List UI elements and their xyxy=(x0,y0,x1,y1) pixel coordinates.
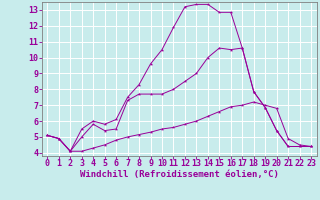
X-axis label: Windchill (Refroidissement éolien,°C): Windchill (Refroidissement éolien,°C) xyxy=(80,170,279,179)
